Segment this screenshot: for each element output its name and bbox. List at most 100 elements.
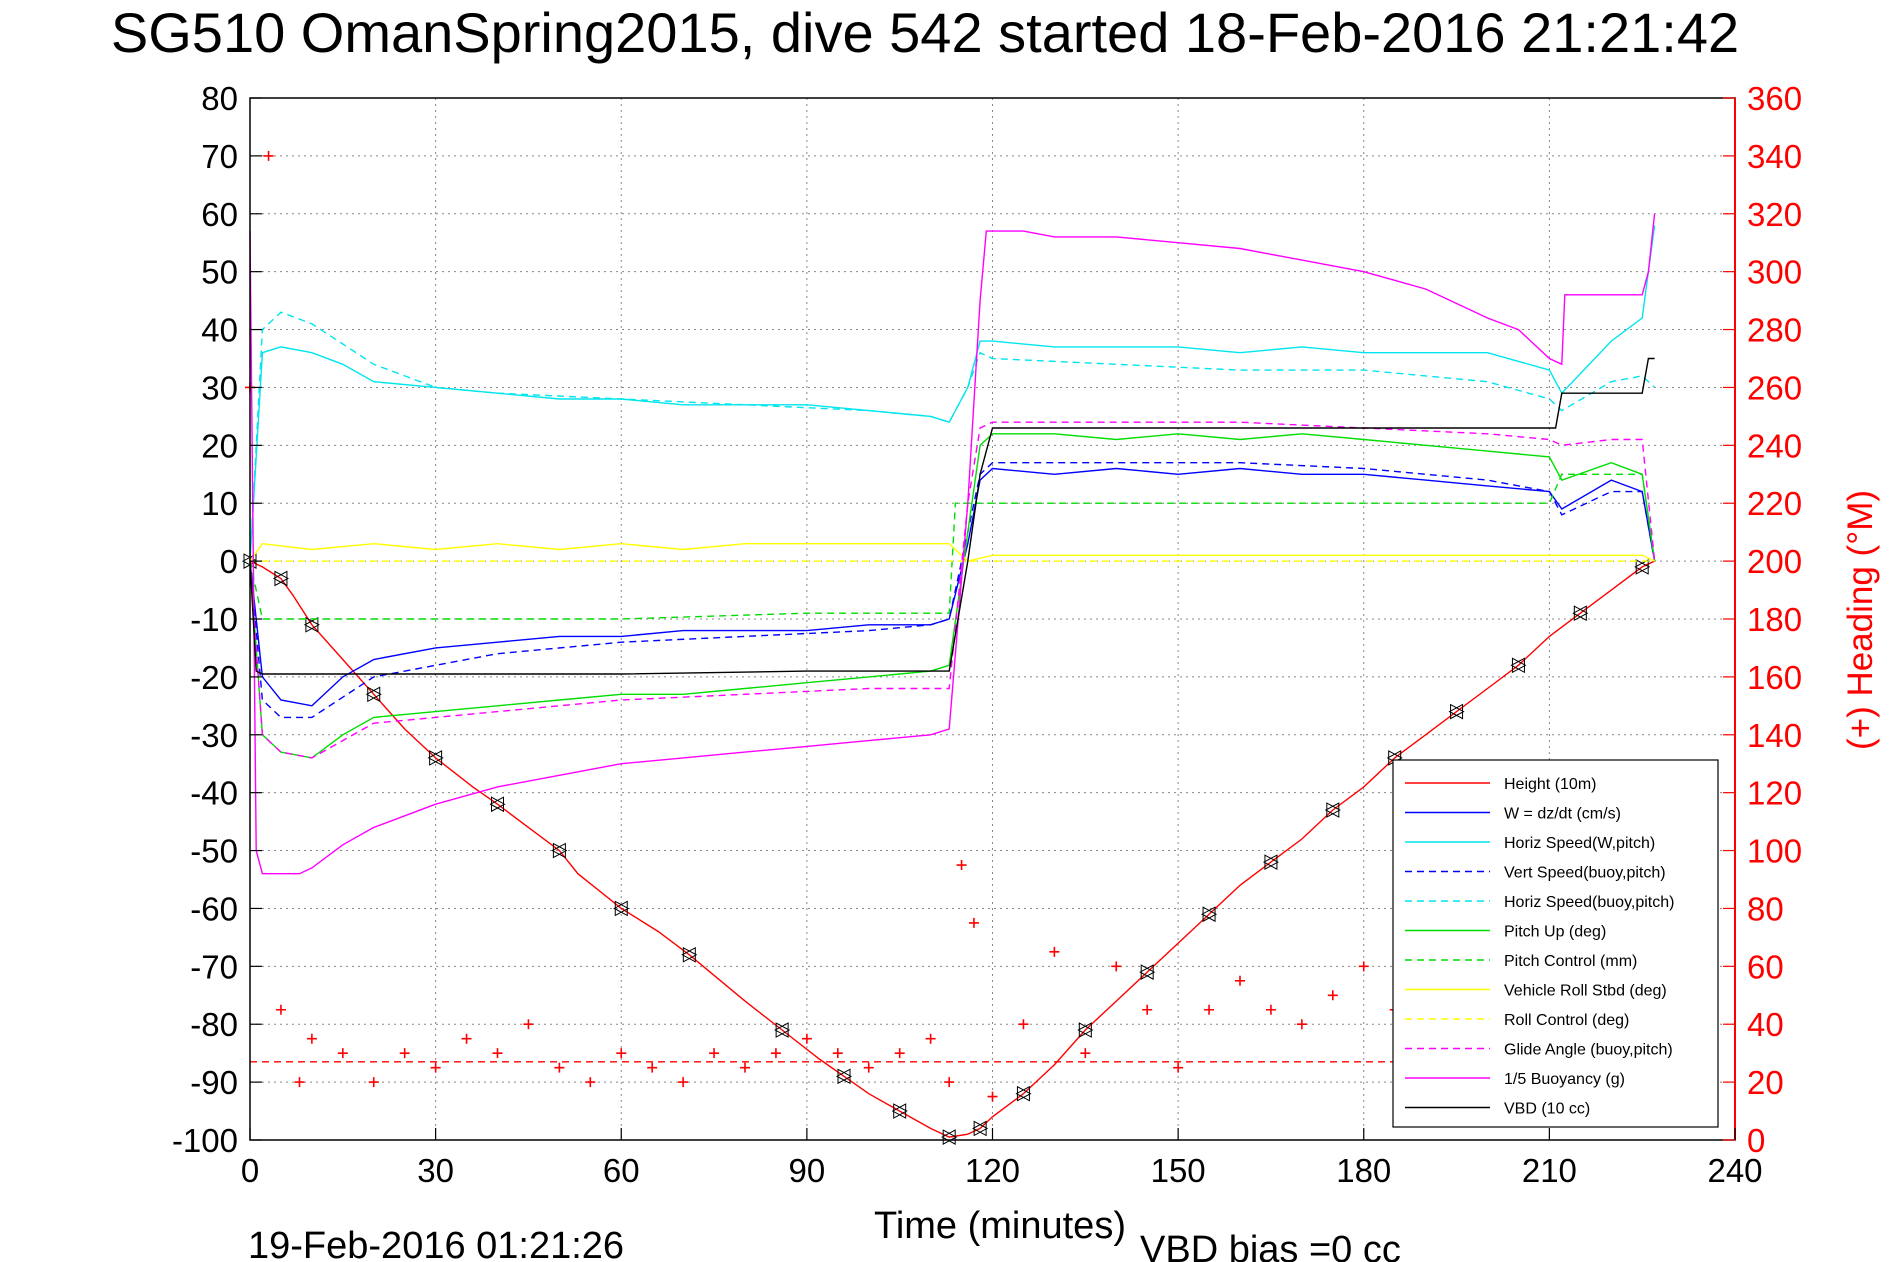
y-tick-label: 40	[201, 312, 238, 349]
height-marker	[835, 1068, 853, 1085]
heading-marker	[740, 1062, 750, 1073]
legend-label: Horiz Speed(W,pitch)	[1504, 835, 1655, 852]
series-7-line	[249, 542, 1655, 562]
legend: Height (10m) W = dz/dt (cm/s) Horiz Speed(…	[1392, 759, 1719, 1128]
legend-label: Horiz Speed(buoy,pitch)	[1504, 894, 1674, 911]
heading-marker	[294, 1077, 305, 1088]
heading-marker	[647, 1062, 658, 1073]
heading-marker	[616, 1048, 627, 1059]
legend-items: Height (10m) W = dz/dt (cm/s) Horiz Speed(…	[1405, 776, 1674, 1118]
right-axis-ticks: 3603403203002802602402202001801601401201…	[1723, 80, 1802, 1159]
series-5-line	[249, 433, 1656, 759]
y-tick-label: -80	[190, 1006, 238, 1043]
y-tick-label: 80	[201, 80, 238, 117]
heading-marker	[956, 860, 967, 871]
heading-marker	[1142, 1004, 1153, 1015]
y-tick-label: 0	[220, 543, 238, 580]
height-marker	[1448, 703, 1465, 720]
heading-marker	[1204, 1004, 1215, 1015]
series-1-line	[249, 467, 1656, 707]
legend-label: Pitch Control (mm)	[1504, 953, 1637, 970]
height-marker	[1077, 1022, 1094, 1038]
x-tick-label: 240	[1707, 1152, 1762, 1189]
height-marker	[1324, 802, 1341, 818]
legend-box	[1392, 759, 1719, 1128]
y-tick-label: 10	[201, 485, 238, 522]
y-tick-label: -50	[190, 833, 238, 870]
heading-marker	[1080, 1048, 1091, 1059]
height-marker	[1139, 964, 1156, 980]
height-marker	[1634, 559, 1651, 575]
footer-vbd-bias: VBD bias =0 cc	[1140, 1229, 1401, 1262]
y2-tick-label: 160	[1747, 659, 1802, 696]
x-tick-label: 30	[417, 1152, 454, 1189]
heading-marker	[1235, 975, 1245, 986]
heading-marker	[1296, 1019, 1307, 1030]
height-marker	[427, 750, 444, 766]
heading-marker	[461, 1033, 472, 1044]
left-axis-ticks: 80 70 60 50 40 30 20 10 0 -10 -20 -30 -40 -50 -60 -70 -8…	[172, 80, 262, 1159]
x-axis-ticks: 0 30 60 90 120 150 180 210 240	[241, 1128, 1763, 1189]
height-marker	[1201, 906, 1218, 923]
height-marker	[681, 946, 698, 963]
heading-marker	[968, 917, 979, 928]
y-tick-label: -30	[190, 717, 238, 754]
series-4-line	[249, 311, 1656, 562]
legend-label: Height (10m)	[1504, 776, 1596, 793]
legend-label: VBD (10 cc)	[1504, 1101, 1590, 1118]
y-tick-label: 60	[201, 196, 238, 233]
y-tick-label: -60	[190, 890, 238, 927]
height-marker	[1015, 1085, 1032, 1102]
height-marker	[972, 1120, 989, 1137]
height-marker	[613, 900, 630, 917]
legend-label: Roll Control (deg)	[1504, 1012, 1629, 1029]
y-tick-label: 70	[201, 138, 238, 175]
y2-tick-label: 240	[1747, 427, 1802, 464]
y2-tick-label: 280	[1747, 312, 1802, 349]
heading-marker	[430, 1062, 441, 1073]
heading-marker	[399, 1048, 410, 1059]
height-marker	[272, 570, 289, 587]
legend-label: Vehicle Roll Stbd (deg)	[1504, 983, 1667, 1000]
y2-tick-label: 40	[1747, 1006, 1784, 1043]
legend-label: Glide Angle (buoy,pitch)	[1504, 1042, 1673, 1059]
heading-marker	[492, 1048, 503, 1059]
y-tick-label: -70	[190, 948, 238, 985]
heading-marker	[337, 1048, 348, 1059]
y2-tick-label: 100	[1747, 833, 1802, 870]
height-marker	[365, 686, 382, 703]
heading-marker	[770, 1048, 781, 1059]
height-marker	[1510, 657, 1527, 674]
y-tick-label: 20	[201, 427, 238, 464]
heading-marker	[306, 1033, 317, 1044]
x-tick-label: 210	[1522, 1152, 1577, 1189]
heading-marker	[678, 1077, 689, 1088]
y2-tick-label: 20	[1747, 1064, 1784, 1101]
x-tick-label: 150	[1151, 1152, 1206, 1189]
footer-end-time: 19-Feb-2016 01:21:26	[248, 1225, 624, 1262]
height-marker	[303, 616, 320, 633]
height-marker	[1262, 854, 1279, 870]
height-marker	[774, 1022, 791, 1038]
heading-marker	[1049, 946, 1060, 957]
y2-tick-label: 200	[1747, 543, 1802, 580]
x-tick-label: 90	[789, 1152, 826, 1189]
y-tick-label: -10	[190, 601, 238, 638]
x-tick-label: 180	[1336, 1152, 1391, 1189]
series-layer	[241, 150, 1656, 1145]
series-11-line	[249, 357, 1655, 675]
y2-tick-label: 80	[1747, 890, 1784, 927]
y2-tick-label: 140	[1747, 717, 1802, 754]
right-axis-label: (+) Heading (°M)	[1841, 490, 1880, 750]
heading-marker	[523, 1019, 534, 1030]
heading-marker	[1018, 1019, 1029, 1030]
heading-marker	[263, 150, 274, 161]
y2-tick-label: 260	[1747, 369, 1802, 406]
height-marker	[1572, 605, 1589, 622]
y-tick-label: -40	[190, 775, 238, 812]
height-marker	[891, 1103, 908, 1119]
heading-marker	[554, 1062, 565, 1073]
x-axis-label: Time (minutes)	[874, 1205, 1126, 1247]
heading-marker	[801, 1033, 812, 1044]
